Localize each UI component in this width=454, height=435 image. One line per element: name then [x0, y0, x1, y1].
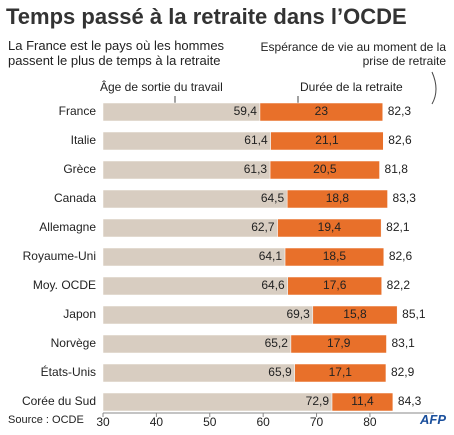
- life-label: 82,2: [387, 278, 411, 292]
- value-label: 17,9: [327, 336, 351, 350]
- legend-life: Espérance de vie au moment de la prise d…: [260, 40, 446, 68]
- bar-segment: [286, 189, 388, 209]
- value-label: 21,1: [315, 133, 339, 147]
- x-tick-label: 60: [256, 415, 270, 429]
- category-label: États-Unis: [41, 364, 96, 379]
- bar-segment: [259, 102, 383, 122]
- value-label: 23: [315, 104, 329, 118]
- value-label: 61,4: [244, 133, 268, 147]
- category-label: Grèce: [63, 162, 96, 176]
- x-tick-label: 50: [203, 415, 217, 429]
- bar-segment: [331, 392, 394, 412]
- x-tick-label: 30: [96, 415, 110, 429]
- x-tick-label: 40: [150, 415, 164, 429]
- value-label: 65,2: [265, 336, 289, 350]
- x-tick-label: 80: [363, 415, 377, 429]
- value-label: 64,6: [261, 278, 285, 292]
- category-label: Norvège: [51, 336, 97, 350]
- bar-segment: [102, 334, 292, 354]
- title: Temps passé à la retraite dans l’OCDE: [6, 4, 407, 29]
- value-label: 62,7: [251, 220, 275, 234]
- value-label: 18,8: [326, 191, 350, 205]
- source: Source : OCDE: [8, 414, 84, 426]
- x-tick-label: 70: [310, 415, 324, 429]
- legend-age: Âge de sortie du travail: [100, 80, 223, 94]
- bar-segment: [294, 363, 387, 383]
- bar-segment: [287, 276, 382, 296]
- value-label: 17,1: [329, 365, 353, 379]
- category-label: Italie: [71, 133, 97, 147]
- value-label: 69,3: [286, 307, 310, 321]
- bar-segment: [102, 276, 288, 296]
- life-label: 81,8: [385, 162, 409, 176]
- category-label: Moy. OCDE: [33, 278, 96, 292]
- category-label: Corée du Sud: [22, 394, 96, 408]
- life-label: 82,3: [388, 104, 412, 118]
- value-label: 72,9: [306, 394, 330, 408]
- bar-segment: [269, 160, 380, 180]
- value-label: 15,8: [343, 307, 367, 321]
- value-label: 64,5: [261, 191, 285, 205]
- value-label: 19,4: [318, 220, 342, 234]
- value-label: 11,4: [351, 394, 374, 408]
- life-label: 83,3: [393, 191, 417, 205]
- bar-segment: [284, 247, 385, 267]
- bar-segment: [277, 218, 382, 238]
- value-label: 17,6: [323, 278, 347, 292]
- category-label: Canada: [54, 191, 96, 205]
- bar-segment: [102, 363, 295, 383]
- category-label: France: [59, 104, 97, 118]
- value-label: 18,5: [323, 249, 347, 263]
- life-label: 83,1: [391, 336, 415, 350]
- value-label: 61,3: [244, 162, 268, 176]
- life-label: 82,6: [388, 133, 412, 147]
- value-label: 59,4: [234, 104, 258, 118]
- logo: AFP: [420, 412, 446, 427]
- life-label: 82,1: [386, 220, 410, 234]
- bar-segment: [290, 334, 387, 354]
- category-label: Royaume-Uni: [23, 249, 96, 263]
- life-label: 82,9: [391, 365, 415, 379]
- subtitle: La France est le pays où les hommes pass…: [8, 38, 225, 68]
- value-label: 20,5: [313, 162, 337, 176]
- legend-duration: Durée de la retraite: [300, 80, 403, 94]
- life-label: 82,6: [389, 249, 413, 263]
- value-label: 65,9: [268, 365, 292, 379]
- life-label: 85,1: [402, 307, 426, 321]
- life-label: 84,3: [398, 394, 422, 408]
- category-label: Allemagne: [39, 220, 96, 234]
- bar-segment: [270, 131, 384, 151]
- bar-segment: [312, 305, 398, 325]
- bar-segment: [102, 189, 288, 209]
- bar-segment: [102, 392, 333, 412]
- legend-pointer: [431, 71, 437, 105]
- value-label: 64,1: [259, 249, 283, 263]
- bar-segment: [102, 305, 314, 325]
- category-label: Japon: [63, 307, 96, 321]
